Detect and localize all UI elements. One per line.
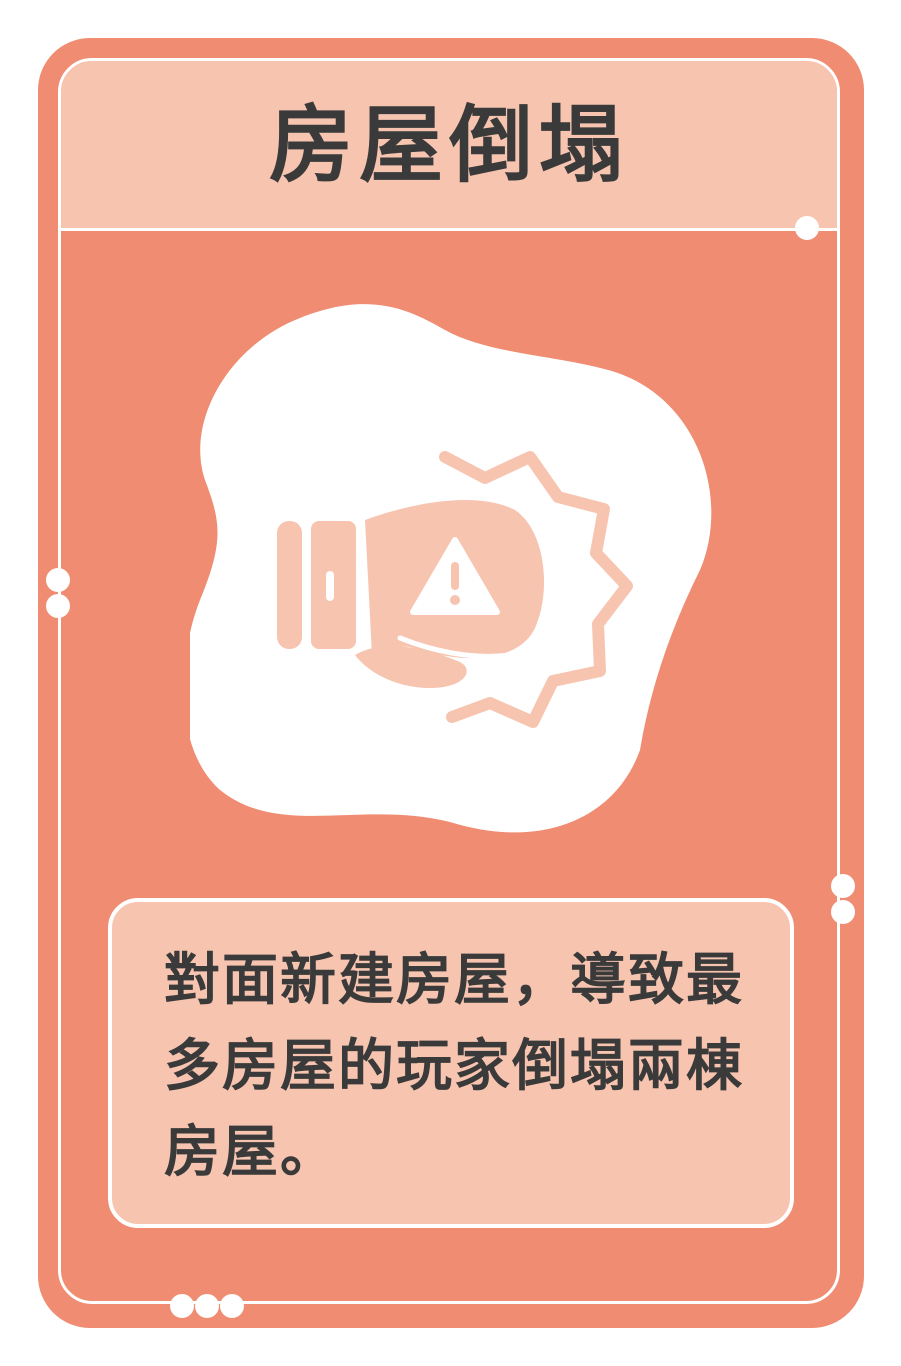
frame-dot <box>220 1294 244 1318</box>
card-title: 房屋倒塌 <box>268 95 629 194</box>
house-panel-slot <box>326 571 334 601</box>
house-left-cap <box>277 521 302 649</box>
card-description: 對面新建房屋，導致最多房屋的玩家倒塌兩棟房屋。 <box>164 948 744 1185</box>
title-band: 房屋倒塌 <box>61 61 837 231</box>
card-frame: 房屋倒塌 <box>58 58 840 1304</box>
house-bottom <box>355 646 467 688</box>
blast-outline-icon <box>439 451 633 728</box>
frame-dot <box>831 900 855 924</box>
frame-dot <box>46 568 70 592</box>
description-box: 對面新建房屋，導致最多房屋的玩家倒塌兩棟房屋。 <box>108 898 794 1228</box>
frame-dot <box>831 874 855 898</box>
frame-dot <box>170 1294 194 1318</box>
frame-dot <box>795 216 819 240</box>
frame-dot <box>46 594 70 618</box>
frame-dot <box>195 1294 219 1318</box>
collapsing-house-warning-icon <box>190 304 712 833</box>
